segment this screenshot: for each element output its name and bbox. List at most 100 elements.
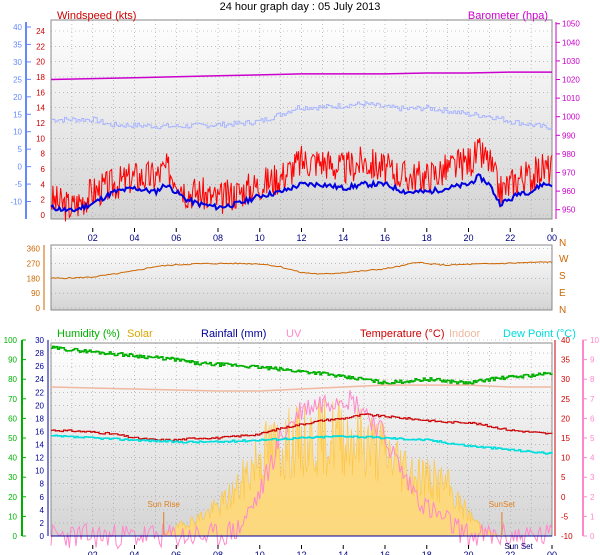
- wind-inner-tick-label: 2: [41, 196, 46, 205]
- indoor-label: Indoor: [449, 328, 481, 340]
- weather-x-tick-label: 14: [338, 550, 348, 555]
- rainfall-tick-label: 0: [40, 532, 45, 541]
- dewpoint-label: Dew Point (°C): [503, 328, 576, 340]
- rainfall-tick-label: 2: [40, 519, 45, 528]
- humidity-tick-label: 60: [8, 414, 17, 423]
- humidity-tick-label: 30: [8, 473, 17, 482]
- uv-tick-label: 4: [590, 454, 595, 463]
- wind-inner-tick-label: 0: [41, 211, 46, 220]
- barometer-tick-label: 990: [562, 131, 576, 140]
- rainfall-tick-label: 6: [40, 493, 45, 502]
- barometer-tick-label: 970: [562, 169, 576, 178]
- temperature-tick-label: 15: [561, 434, 570, 443]
- sunset-tick-label: Sun Set: [504, 542, 533, 551]
- wind-left-tick-label: 30: [13, 58, 22, 67]
- humidity-line: [51, 345, 553, 386]
- weather-x-tick-label: 22: [505, 550, 515, 555]
- rainfall-tick-label: 20: [35, 401, 44, 410]
- sunset-label: SunSet: [489, 500, 516, 509]
- wind-inner-tick-label: 14: [36, 104, 45, 113]
- uv-label: UV: [286, 328, 302, 340]
- temperature-tick-label: -5: [561, 512, 569, 521]
- rainfall-tick-label: 14: [35, 441, 44, 450]
- wind-inner-tick-label: 6: [41, 165, 46, 174]
- uv-tick-label: 2: [590, 493, 595, 502]
- graph-title: 24 hour graph day : 05 July 2013: [220, 1, 381, 13]
- compass-label: N: [559, 305, 566, 316]
- weather-x-tick-label: 04: [129, 550, 139, 555]
- uv-tick-label: 1: [590, 512, 595, 521]
- wind-x-tick-label: 12: [296, 233, 306, 243]
- wind-x-tick-label: 14: [338, 233, 348, 243]
- wind-left-tick-label: 20: [13, 93, 22, 102]
- uv-tick-label: 6: [590, 414, 595, 423]
- temperature-tick-label: 40: [561, 336, 570, 345]
- wind-inner-tick-label: 22: [36, 42, 45, 51]
- wind-left-tick-label: 40: [13, 23, 22, 32]
- humidity-tick-label: 80: [8, 375, 17, 384]
- rainfall-tick-label: 22: [35, 388, 44, 397]
- weather-x-tick-label: 18: [422, 550, 432, 555]
- humidity-tick-label: 10: [8, 512, 17, 521]
- temperature-tick-label: 20: [561, 414, 570, 423]
- uv-tick-label: 0: [590, 532, 595, 541]
- barometer-tick-label: 1050: [562, 20, 580, 29]
- wind-x-tick-label: 16: [380, 233, 390, 243]
- direction-panel: [50, 244, 553, 311]
- direction-tick-label: 90: [31, 289, 40, 298]
- rainfall-tick-label: 10: [35, 467, 44, 476]
- barometer-tick-label: 950: [562, 206, 576, 215]
- wind-left-tick-label: 25: [13, 75, 22, 84]
- direction-tick-label: 180: [27, 274, 41, 283]
- solar-label: Solar: [127, 328, 153, 340]
- uv-tick-label: 7: [590, 395, 595, 404]
- uv-tick-label: 5: [590, 434, 595, 443]
- rainfall-tick-label: 28: [35, 349, 44, 358]
- sunrise-label: Sun Rise: [147, 500, 180, 509]
- humidity-tick-label: 90: [8, 356, 17, 365]
- rainfall-tick-label: 30: [35, 336, 44, 345]
- barometer-tick-label: 1000: [562, 113, 580, 122]
- barometer-tick-label: 1030: [562, 57, 580, 66]
- direction-tick-label: 270: [27, 259, 41, 268]
- wind-inner-tick-label: 16: [36, 88, 45, 97]
- compass-label: S: [559, 271, 566, 282]
- humidity-tick-label: 100: [4, 336, 18, 345]
- weather-x-tick-label: 20: [463, 550, 473, 555]
- weather-x-tick-label: 08: [213, 550, 223, 555]
- temperature-tick-label: 10: [561, 454, 570, 463]
- wind-left-tick-label: 5: [18, 145, 23, 154]
- barometer-line: [50, 71, 552, 81]
- wind-x-tick-label: 22: [505, 233, 515, 243]
- wind-gust-line: [50, 137, 553, 222]
- uv-tick-label: 10: [590, 336, 599, 345]
- temperature-tick-label: 5: [561, 473, 566, 482]
- wind-left-tick-label: 0: [18, 163, 23, 172]
- rainfall-label: Rainfall (mm): [201, 328, 266, 340]
- weather-x-tick-label: 00: [547, 550, 557, 555]
- compass-label: W: [559, 254, 569, 265]
- wind-x-tick-label: 18: [422, 233, 432, 243]
- wind-inner-tick-label: 8: [41, 150, 46, 159]
- windspeed-line: [50, 173, 553, 213]
- uv-tick-label: 9: [590, 356, 595, 365]
- wind-x-tick-label: 04: [129, 233, 139, 243]
- temperature-tick-label: 30: [561, 375, 570, 384]
- temperature-label: Temperature (°C): [360, 328, 444, 340]
- wind-x-tick-label: 00: [547, 233, 557, 243]
- barometer-tick-label: 960: [562, 187, 576, 196]
- uv-tick-label: 3: [590, 473, 595, 482]
- wind-inner-tick-label: 24: [36, 27, 45, 36]
- weather-x-tick-label: 02: [88, 550, 98, 555]
- barometer-label: Barometer (hpa): [468, 10, 548, 22]
- rainfall-tick-label: 12: [35, 454, 44, 463]
- humidity-tick-label: 40: [8, 454, 17, 463]
- wind-left-tick-label: 10: [13, 128, 22, 137]
- rainfall-tick-label: 4: [40, 506, 45, 515]
- weather-x-tick-label: 16: [380, 550, 390, 555]
- direction-tick-label: 0: [36, 304, 41, 313]
- uv-tick-label: 8: [590, 375, 595, 384]
- wind-left-tick-label: -10: [10, 198, 22, 207]
- barometer-tick-label: 1010: [562, 94, 580, 103]
